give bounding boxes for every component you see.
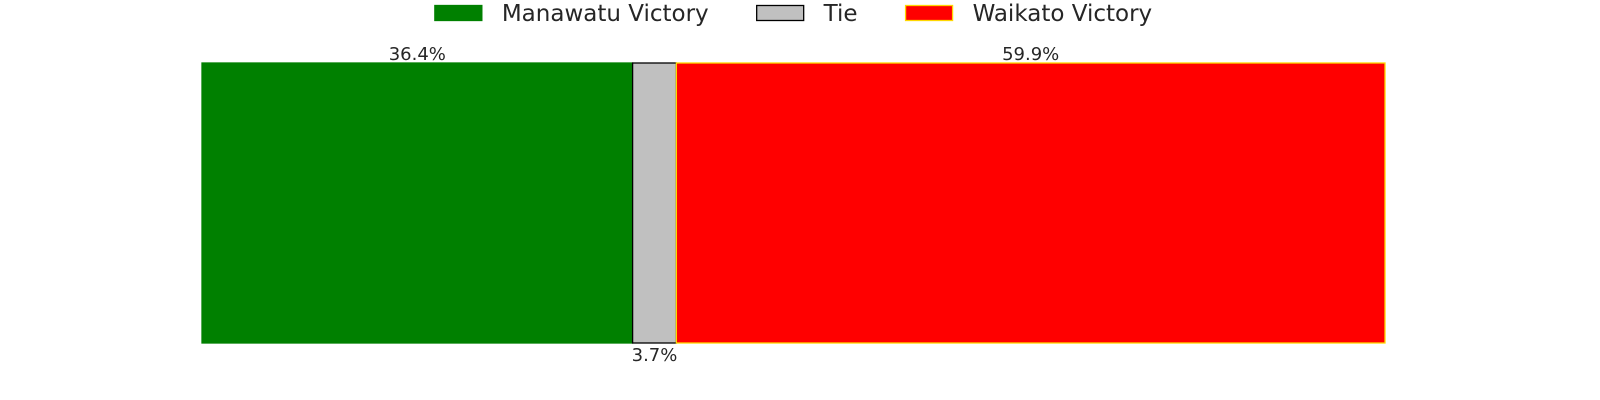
bar-segment-manawatu-victory	[201, 62, 634, 344]
legend-swatch-waikato-victory	[904, 4, 954, 22]
bar-segment-waikato-victory	[675, 62, 1386, 344]
legend-label-tie: Tie	[823, 1, 858, 27]
legend-label-waikato-victory: Waikato Victory	[973, 1, 1153, 27]
bar-segment-tie	[631, 62, 678, 344]
legend-label-manawatu-victory: Manawatu Victory	[502, 1, 709, 27]
bar-labels: 36.4% 3.7% 59.9%	[389, 44, 1060, 366]
data-label-tie: 3.7%	[632, 345, 678, 366]
data-label-manawatu-victory: 36.4%	[389, 44, 446, 65]
legend-entry-tie: Tie	[756, 1, 858, 27]
legend: Manawatu Victory Tie Waikato Victory	[434, 1, 1153, 27]
data-label-waikato-victory: 59.9%	[1002, 44, 1059, 65]
legend-swatch-manawatu-victory	[434, 4, 483, 22]
bar-group	[201, 62, 1386, 344]
legend-entry-manawatu-victory: Manawatu Victory	[434, 1, 709, 27]
legend-swatch-tie	[756, 4, 805, 22]
legend-entry-waikato-victory: Waikato Victory	[904, 1, 1153, 27]
